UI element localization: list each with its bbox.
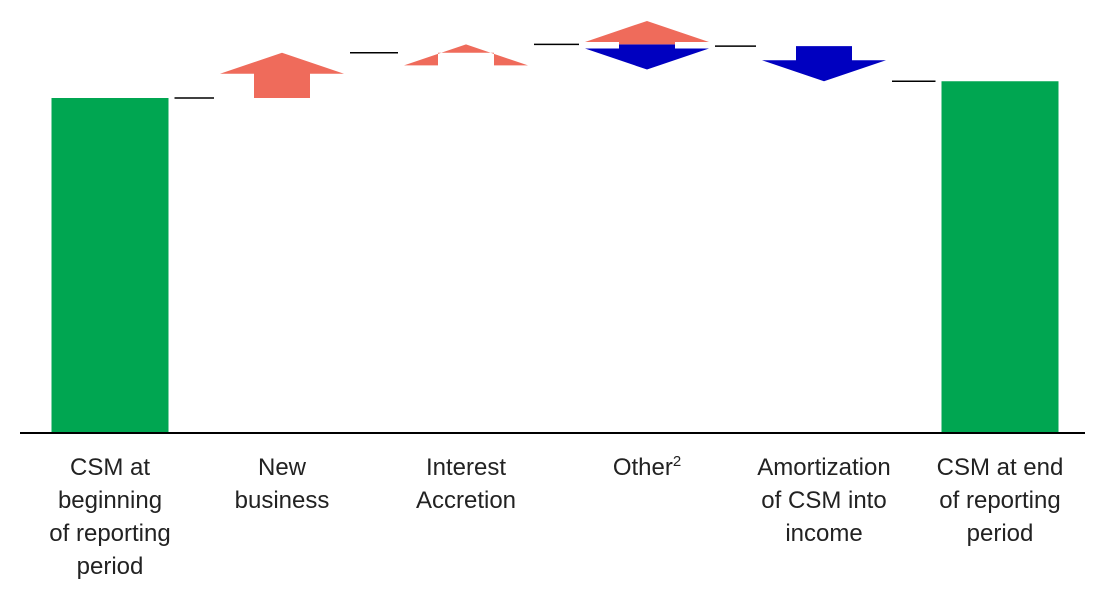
category-label-4: Amortization of CSM into income bbox=[757, 454, 890, 547]
bar-0 bbox=[51, 98, 169, 433]
up-arrow-2 bbox=[404, 44, 528, 66]
category-label-line: business bbox=[235, 487, 330, 514]
category-label-line: of reporting bbox=[939, 487, 1060, 514]
bar-5 bbox=[941, 81, 1059, 433]
category-label-line: CSM at end bbox=[937, 454, 1064, 481]
category-label-0: CSM at beginning of reporting period bbox=[49, 454, 170, 580]
category-label-line: Other bbox=[613, 454, 673, 481]
down-arrow-4 bbox=[762, 46, 886, 82]
category-label-3: Other2 bbox=[613, 453, 681, 481]
category-label-line: New bbox=[258, 454, 307, 481]
category-label-1: New business bbox=[235, 454, 330, 514]
category-label-line: income bbox=[785, 520, 862, 547]
category-label-line: CSM at bbox=[70, 454, 150, 481]
up-arrow-3 bbox=[585, 20, 709, 45]
category-label-line: period bbox=[77, 553, 144, 580]
down-arrow-3 bbox=[585, 44, 709, 70]
category-label-line: of reporting bbox=[49, 520, 170, 547]
category-label-line: Amortization bbox=[757, 454, 890, 481]
category-label-line: beginning bbox=[58, 487, 162, 514]
category-label-2: Interest Accretion bbox=[416, 454, 516, 514]
category-label-line: of CSM into bbox=[761, 487, 886, 514]
category-label-superscript: 2 bbox=[673, 453, 681, 470]
category-label-line: Interest bbox=[426, 454, 506, 481]
category-label-line: period bbox=[967, 520, 1034, 547]
category-label-5: CSM at end of reporting period bbox=[937, 454, 1064, 547]
up-arrow-1 bbox=[220, 52, 344, 98]
category-label-line: Accretion bbox=[416, 487, 516, 514]
